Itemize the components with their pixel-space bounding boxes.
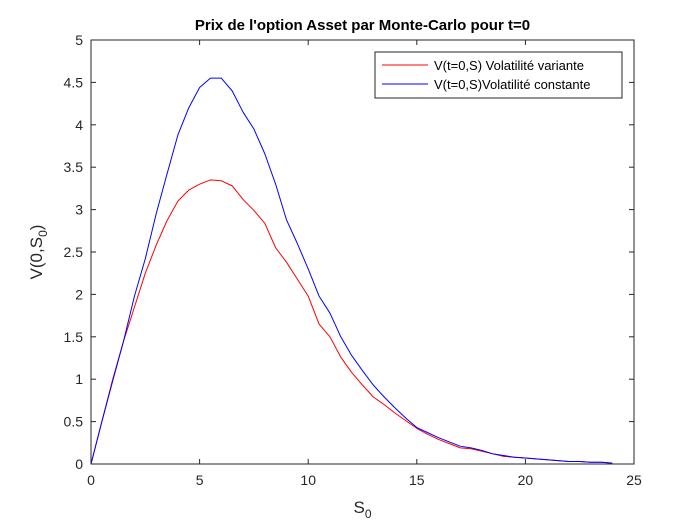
x-tick-label: 10 xyxy=(300,472,316,488)
y-tick-label: 4 xyxy=(75,117,83,133)
legend-box xyxy=(374,51,623,99)
y-tick-label: 4.5 xyxy=(64,74,84,90)
ticks-layer: 0 5 10 15 20 25 0 0.5 1 1.5 2 2.5 3 3.5 4 4.5 5 xyxy=(64,32,642,488)
y-tick-label: 0 xyxy=(75,456,83,472)
legend-label-variante: V(t=0,S) Volatilité variante xyxy=(434,58,584,73)
x-tick-label: 15 xyxy=(409,472,425,488)
x-tick-label: 25 xyxy=(626,472,642,488)
y-axis-title-main: V(0,S xyxy=(27,237,46,280)
x-axis-title: S0 xyxy=(353,498,371,521)
x-axis-title-subscript: 0 xyxy=(365,507,372,521)
y-tick-label: 1.5 xyxy=(64,329,84,345)
y-axis-title-subscript: 0 xyxy=(36,230,50,237)
x-tick-label: 5 xyxy=(196,472,204,488)
y-tick-label: 0.5 xyxy=(64,414,84,430)
y-tick-label: 3.5 xyxy=(64,159,84,175)
x-axis-title-main: S xyxy=(353,498,364,517)
y-axis-title-end: ) xyxy=(27,225,46,231)
x-tick-label: 0 xyxy=(87,472,95,488)
legend: V(t=0,S) Volatilité variante V(t=0,S)Vol… xyxy=(374,51,623,99)
chart-title: Prix de l'option Asset par Monte-Carlo p… xyxy=(195,17,530,34)
legend-label-constante: V(t=0,S)Volatilité constante xyxy=(434,77,590,92)
y-tick-label: 5 xyxy=(75,32,83,48)
x-tick-label: 20 xyxy=(518,472,534,488)
y-axis-title: V(0,S0) xyxy=(27,225,50,280)
series-layer xyxy=(90,77,613,465)
series-line-constante xyxy=(90,77,613,465)
y-tick-label: 2.5 xyxy=(64,244,84,260)
y-tick-label: 2 xyxy=(75,286,83,302)
y-tick-label: 3 xyxy=(75,202,83,218)
plot-area xyxy=(91,40,634,464)
y-tick-label: 1 xyxy=(75,371,83,387)
